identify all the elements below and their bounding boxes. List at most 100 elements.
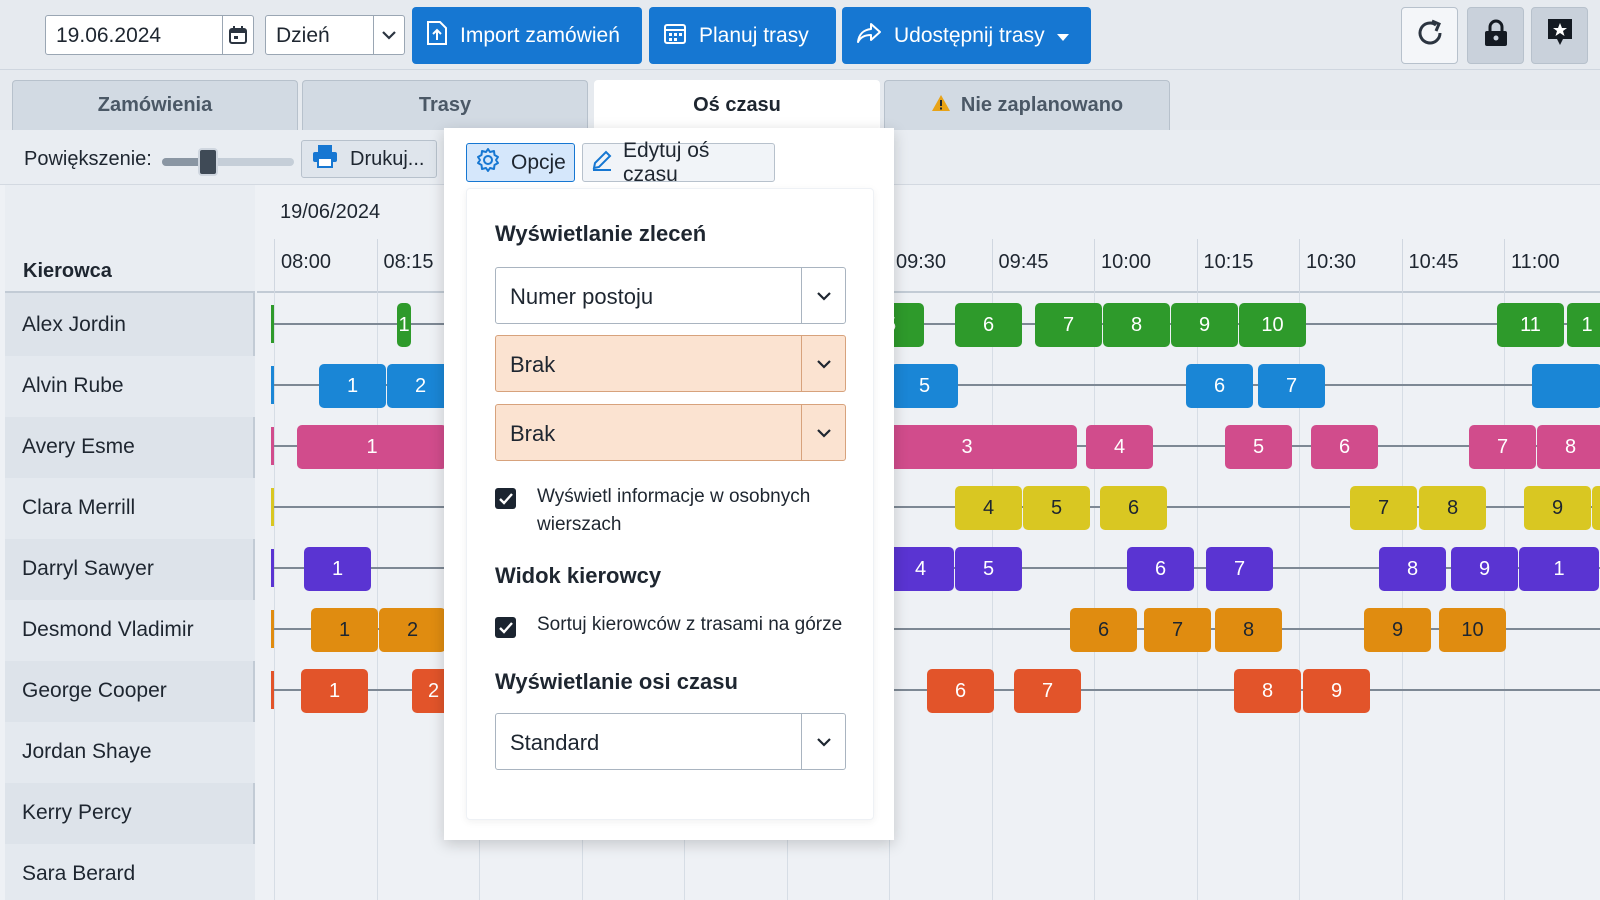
chevron-down-icon <box>373 16 404 54</box>
stop-block[interactable]: 10 <box>1439 608 1506 652</box>
driver-row[interactable]: George Cooper <box>22 679 167 702</box>
view-select[interactable]: Dzień <box>265 15 405 55</box>
stop-block[interactable]: 8 <box>1537 425 1600 469</box>
stop-block[interactable]: 4 <box>955 486 1022 530</box>
tab-timeline[interactable]: Oś czasu <box>594 80 880 130</box>
route-start-marker <box>271 671 274 709</box>
stop-block[interactable]: 1 <box>319 364 386 408</box>
stop-block[interactable]: 6 <box>1311 425 1378 469</box>
stop-block[interactable]: 1 <box>301 669 368 713</box>
stop-block[interactable]: 6 <box>927 669 994 713</box>
chevron-down-icon <box>801 268 845 323</box>
stop-block[interactable]: 6 <box>1100 486 1167 530</box>
driver-row[interactable]: Jordan Shaye <box>5 722 255 783</box>
stop-block[interactable]: 1 <box>297 425 447 469</box>
print-button[interactable]: Drukuj... <box>301 140 437 178</box>
stop-block[interactable]: 9 <box>1171 303 1238 347</box>
route-start-marker <box>271 427 274 465</box>
time-tick: 10:45 <box>1401 239 1505 293</box>
options-label: Opcje <box>511 150 566 174</box>
stop-block[interactable]: 11 <box>1497 303 1564 347</box>
driver-row[interactable]: Alvin Rube <box>5 356 255 417</box>
stop-block[interactable]: 6 <box>1186 364 1253 408</box>
tertiary-info-select[interactable]: Brak <box>495 404 846 461</box>
zoom-label: Powiększenie: <box>24 148 152 170</box>
driver-row[interactable]: Clara Merrill <box>5 478 255 539</box>
calendar-icon[interactable] <box>222 16 253 54</box>
stop-block[interactable]: 5 <box>1225 425 1292 469</box>
stop-block[interactable]: 8 <box>1419 486 1486 530</box>
sort-drivers-label: Sortuj kierowców z trasami na górze <box>537 614 843 635</box>
stop-block[interactable]: 9 <box>1524 486 1591 530</box>
stop-block[interactable]: 6 <box>1127 547 1194 591</box>
plan-routes-button[interactable]: Planuj trasy <box>649 7 836 64</box>
driver-row[interactable]: Sara Berard <box>5 844 255 900</box>
stop-block[interactable]: 9 <box>1451 547 1518 591</box>
stop-block[interactable]: 6 <box>955 303 1022 347</box>
stop-block[interactable]: 7 <box>1144 608 1211 652</box>
driver-view-title: Widok kierowcy <box>495 563 662 588</box>
sort-drivers-checkbox[interactable] <box>495 617 516 638</box>
upload-file-icon <box>426 20 448 52</box>
separate-rows-checkbox[interactable] <box>495 488 516 509</box>
stop-block[interactable]: 7 <box>1035 303 1102 347</box>
driver-row[interactable]: Darryl Sawyer <box>22 557 154 580</box>
driver-lane: 15678910111 <box>257 293 1600 354</box>
options-button[interactable]: Opcje <box>466 143 575 182</box>
stop-block[interactable]: 4 <box>887 547 954 591</box>
tab-label: Trasy <box>418 94 472 116</box>
gear-icon <box>475 147 501 179</box>
driver-row[interactable]: Avery Esme <box>22 435 135 458</box>
stop-block[interactable]: 8 <box>1234 669 1301 713</box>
zoom-slider[interactable] <box>162 148 294 176</box>
time-tick: 10:00 <box>1094 239 1197 293</box>
tab-routes[interactable]: Trasy <box>302 80 588 130</box>
stop-block[interactable]: 9 <box>1303 669 1370 713</box>
stop-block[interactable]: 1 <box>397 303 411 347</box>
stop-block[interactable]: 1 <box>1567 303 1600 347</box>
stop-block[interactable]: 7 <box>1350 486 1417 530</box>
lock-button[interactable] <box>1467 7 1524 64</box>
stop-block[interactable]: 7 <box>1258 364 1325 408</box>
stop-block[interactable]: 1 <box>311 608 378 652</box>
stop-block[interactable]: 7 <box>1206 547 1273 591</box>
timeline-mode-select[interactable]: Standard <box>495 713 846 770</box>
stop-block[interactable]: 2 <box>387 364 454 408</box>
stop-block[interactable]: 9 <box>1364 608 1431 652</box>
stop-block[interactable]: 5 <box>1023 486 1090 530</box>
stop-block[interactable]: 8 <box>1103 303 1170 347</box>
stop-block[interactable]: 7 <box>1014 669 1081 713</box>
stop-block[interactable]: 2 <box>379 608 446 652</box>
secondary-info-select[interactable]: Brak <box>495 335 846 392</box>
stop-block[interactable]: 7 <box>1469 425 1536 469</box>
map-pin-star-icon <box>1546 17 1574 54</box>
stop-number-select[interactable]: Numer postoju <box>495 267 846 324</box>
stop-block[interactable]: 1 <box>1519 547 1599 591</box>
tab-unscheduled[interactable]: Nie zaplanowano <box>884 80 1170 130</box>
stop-block[interactable]: 8 <box>1379 547 1446 591</box>
share-routes-button[interactable]: Udostępnij trasy <box>842 7 1091 64</box>
tab-label: Oś czasu <box>693 94 781 116</box>
driver-row[interactable]: Desmond Vladimir <box>5 600 255 661</box>
driver-row[interactable]: Kerry Percy <box>22 801 132 824</box>
stop-block[interactable]: 5 <box>891 364 958 408</box>
stop-block[interactable]: 1 <box>304 547 371 591</box>
stop-block[interactable] <box>1592 486 1600 530</box>
stop-block[interactable]: 10 <box>1239 303 1306 347</box>
tab-orders[interactable]: Zamówienia <box>12 80 298 130</box>
refresh-button[interactable] <box>1401 7 1458 64</box>
date-input[interactable]: 19.06.2024 <box>45 15 254 55</box>
edit-timeline-label: Edytuj oś czasu <box>623 138 710 186</box>
select-value: Standard <box>510 730 600 755</box>
stop-block[interactable]: 8 <box>1215 608 1282 652</box>
edit-timeline-button[interactable]: Edytuj oś czasu <box>582 139 775 186</box>
import-orders-button[interactable]: Import zamówień <box>412 7 642 64</box>
stop-block[interactable]: 4 <box>1086 425 1153 469</box>
stop-block[interactable]: 5 <box>955 547 1022 591</box>
print-label: Drukuj... <box>350 147 425 170</box>
pin-button[interactable] <box>1531 7 1588 64</box>
stop-block[interactable] <box>1532 364 1600 408</box>
stop-block[interactable]: 6 <box>1070 608 1137 652</box>
zoom-slider-thumb[interactable] <box>198 148 219 176</box>
driver-row[interactable]: Alex Jordin <box>22 313 126 336</box>
